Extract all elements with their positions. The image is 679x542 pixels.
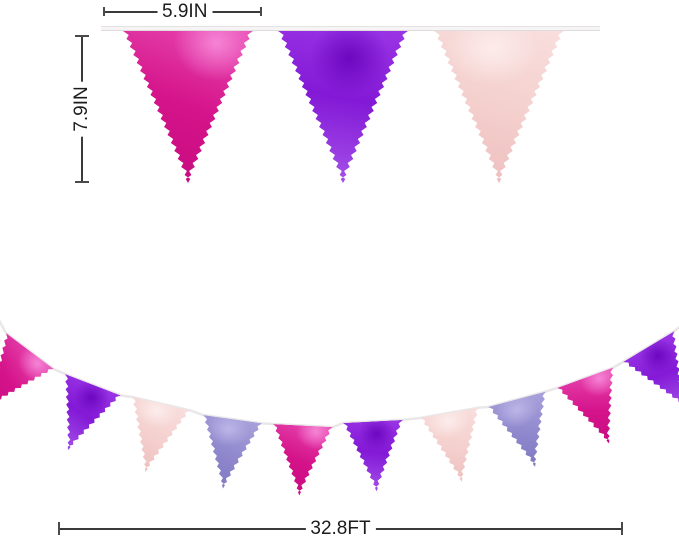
hanging-ribbon	[101, 26, 600, 31]
flag-height-dimension: 7.9IN	[71, 35, 92, 183]
flag-width-dimension: 5.9IN	[103, 2, 262, 22]
dimension-tick-left	[103, 7, 105, 16]
dimension-tick-right	[260, 7, 262, 16]
dimension-tick-right	[621, 522, 623, 535]
dimension-tick-left	[58, 522, 60, 535]
dimension-tick-top	[75, 35, 89, 37]
dimension-tick-bottom	[75, 181, 89, 183]
banner-length-dimension: 32.8FT	[58, 518, 623, 539]
flag-width-label: 5.9IN	[157, 2, 213, 22]
banner-length-label: 32.8FT	[305, 518, 376, 539]
